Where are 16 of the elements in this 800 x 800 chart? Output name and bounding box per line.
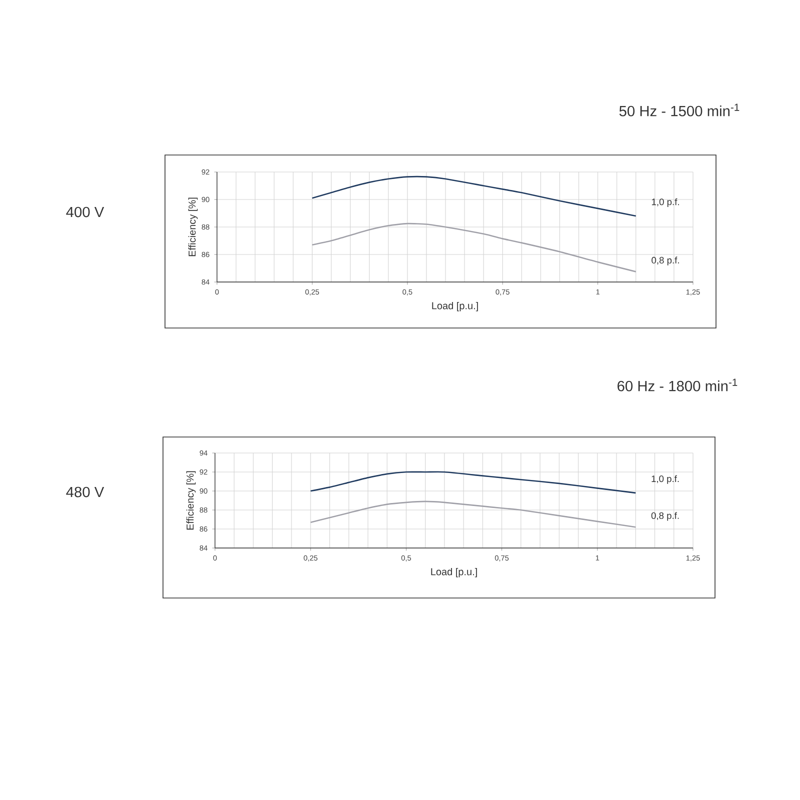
- chart-title: 60 Hz - 1800 min$^{-1}$: [618, 378, 738, 392]
- text: 480 V: [66, 486, 104, 498]
- x-axis-title: Load [p.u.]: [431, 568, 477, 578]
- series-label: 0,8 p.f.: [652, 256, 679, 266]
- chart-title: 50 Hz - 1500 min$^{-1}$: [619, 104, 740, 116]
- line-series: [310, 500, 636, 528]
- series-label: 1,0 p.f.: [652, 198, 679, 208]
- series-label: 1,0 p.f.: [652, 475, 679, 484]
- text: 400 V: [66, 206, 104, 218]
- line-series: [312, 176, 637, 217]
- x-axis-title: Load [p.u.]: [432, 302, 478, 312]
- line-series: [312, 222, 637, 272]
- y-axis-title: Efficiency [%]: [186, 471, 196, 530]
- line-series: [310, 471, 636, 494]
- series-label: 0,8 p.f.: [651, 512, 679, 521]
- y-axis-title: Efficiency [%]: [188, 198, 198, 256]
